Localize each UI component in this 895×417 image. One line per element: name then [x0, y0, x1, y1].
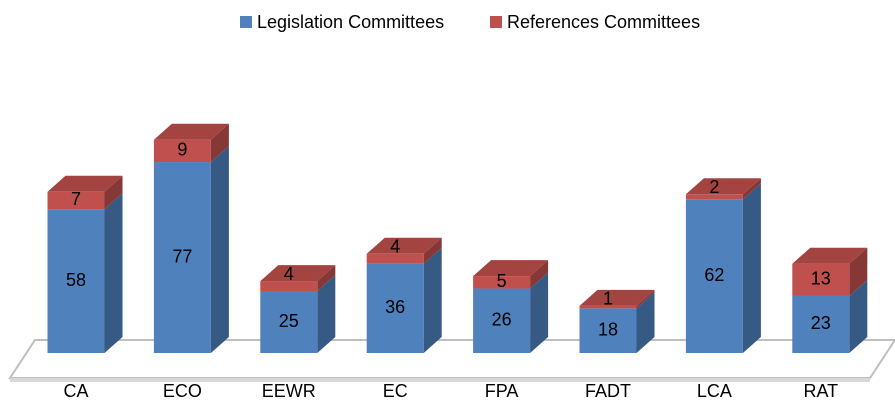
bar	[473, 276, 531, 289]
bar	[579, 308, 637, 353]
value-label: 25	[279, 311, 299, 331]
bar	[792, 263, 850, 296]
legend-label: References Committees	[507, 12, 700, 32]
bar	[792, 295, 850, 353]
bar-side	[423, 247, 442, 353]
value-label: 5	[497, 271, 507, 291]
bar-side	[104, 193, 123, 353]
value-label: 4	[390, 237, 400, 257]
legend-swatch	[490, 16, 502, 28]
bar	[685, 194, 743, 200]
bar-side	[530, 260, 549, 289]
bar-side	[849, 279, 868, 353]
value-label: 77	[172, 246, 192, 266]
bar-side	[849, 247, 868, 296]
legend-swatch	[240, 16, 252, 28]
value-label: 36	[385, 297, 405, 317]
legend-label: Legislation Committees	[257, 12, 444, 32]
bar	[47, 191, 105, 210]
bar-top	[792, 247, 868, 264]
value-label: 23	[811, 313, 831, 333]
bar	[47, 209, 105, 353]
bar-top	[579, 289, 655, 306]
bar-side	[210, 123, 229, 163]
value-label: 2	[709, 177, 719, 197]
bar	[153, 162, 211, 353]
bar-side	[317, 265, 336, 291]
bar-side	[317, 275, 336, 353]
bar-side	[636, 292, 655, 353]
x-tick-label: EEWR	[262, 381, 316, 401]
x-tick-label: FPA	[485, 381, 519, 401]
x-tick-label: RAT	[803, 381, 838, 401]
bar-top	[366, 237, 442, 254]
bar-top	[47, 175, 123, 192]
bar-side	[530, 272, 549, 353]
floor	[8, 339, 895, 379]
bar-side	[210, 146, 229, 353]
bar	[473, 288, 531, 353]
bar	[685, 199, 743, 353]
x-tick-label: FADT	[585, 381, 631, 401]
value-label: 18	[598, 319, 618, 339]
bar-top	[260, 265, 336, 282]
x-tick-label: EC	[383, 381, 408, 401]
x-tick-label: CA	[63, 381, 88, 401]
value-label: 58	[66, 270, 86, 290]
bar	[260, 281, 318, 291]
bar-side	[104, 175, 123, 210]
bar-side	[742, 178, 761, 200]
value-label: 1	[603, 289, 613, 309]
bar	[260, 291, 318, 353]
bar	[153, 139, 211, 163]
bar-top	[473, 260, 549, 277]
x-tick-label: LCA	[697, 381, 732, 401]
value-label: 4	[284, 264, 294, 284]
bar-side	[636, 289, 655, 309]
bar-top	[685, 178, 761, 195]
bar-side	[423, 237, 442, 264]
bar-top	[153, 123, 229, 140]
value-label: 13	[811, 269, 831, 289]
bar	[366, 263, 424, 353]
value-label: 62	[704, 265, 724, 285]
value-label: 9	[177, 140, 187, 160]
x-tick-label: ECO	[163, 381, 202, 401]
value-label: 7	[71, 189, 81, 209]
floor-edge	[10, 378, 870, 382]
bar	[579, 305, 637, 309]
bar-side	[742, 183, 761, 353]
value-label: 26	[492, 310, 512, 330]
bar	[366, 253, 424, 264]
